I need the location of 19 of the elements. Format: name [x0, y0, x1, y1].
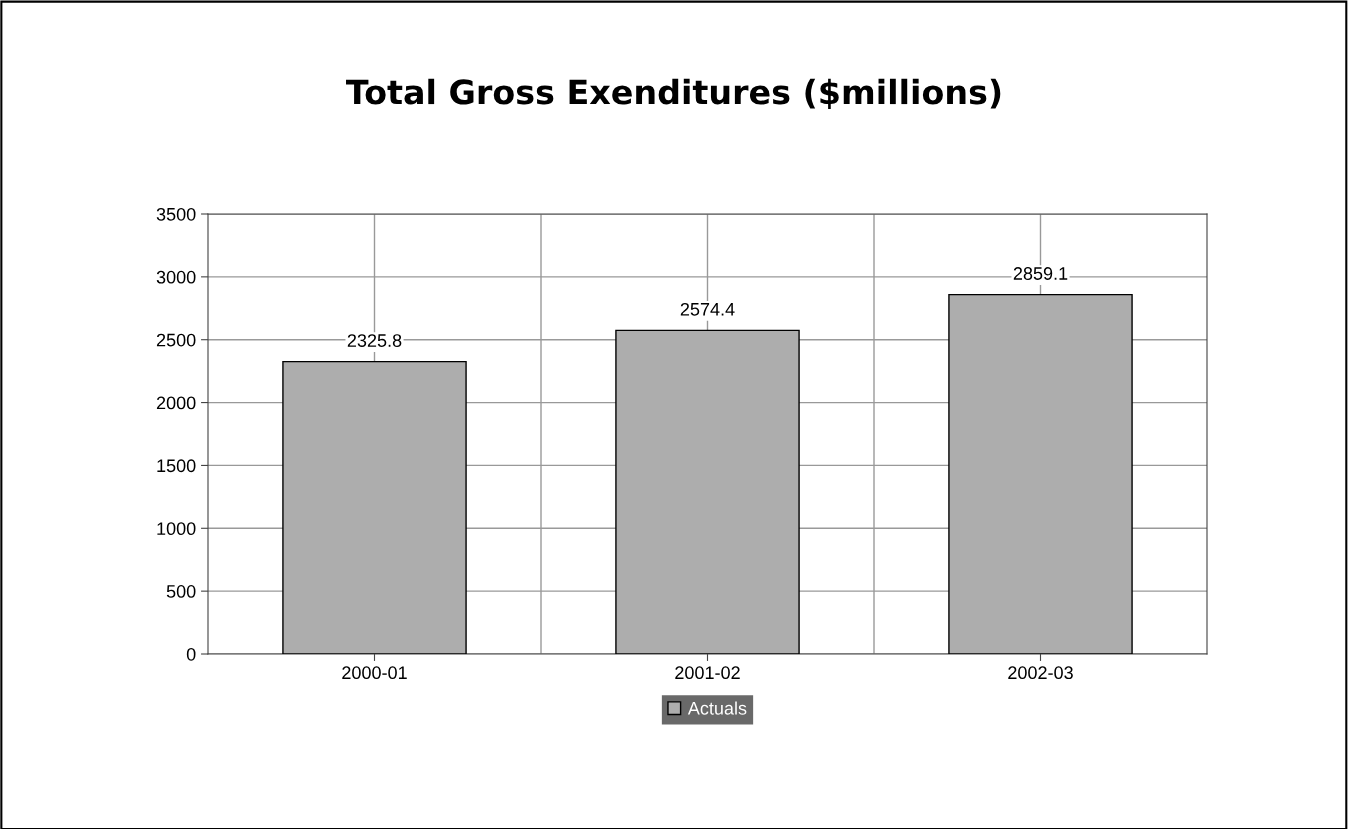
bar [948, 293, 1133, 654]
y-tick-label: 1000 [157, 522, 196, 536]
y-tick-label: 500 [166, 585, 196, 598]
data-label: 2574.4 [680, 302, 735, 316]
y-tick-label: 3500 [156, 207, 196, 221]
bar [282, 360, 467, 654]
y-tick-label: 2500 [156, 333, 196, 347]
chart-title: Total Gross Exenditures ($millions) [346, 78, 1001, 109]
y-tick-label: 0 [186, 647, 196, 661]
y-tick-label: 3000 [156, 270, 196, 284]
y-tick-label: 2000 [156, 396, 196, 410]
x-tick-label: 2001-02 [675, 666, 740, 680]
y-tick-label: 1500 [157, 459, 196, 473]
bar [615, 329, 800, 654]
x-tick-label: 2000-01 [342, 666, 407, 680]
x-tick-label: 2002-03 [1008, 666, 1073, 680]
data-label: 2859.1 [1013, 267, 1068, 280]
legend-label: Actuals [687, 701, 747, 715]
data-label: 2325.8 [347, 334, 402, 347]
